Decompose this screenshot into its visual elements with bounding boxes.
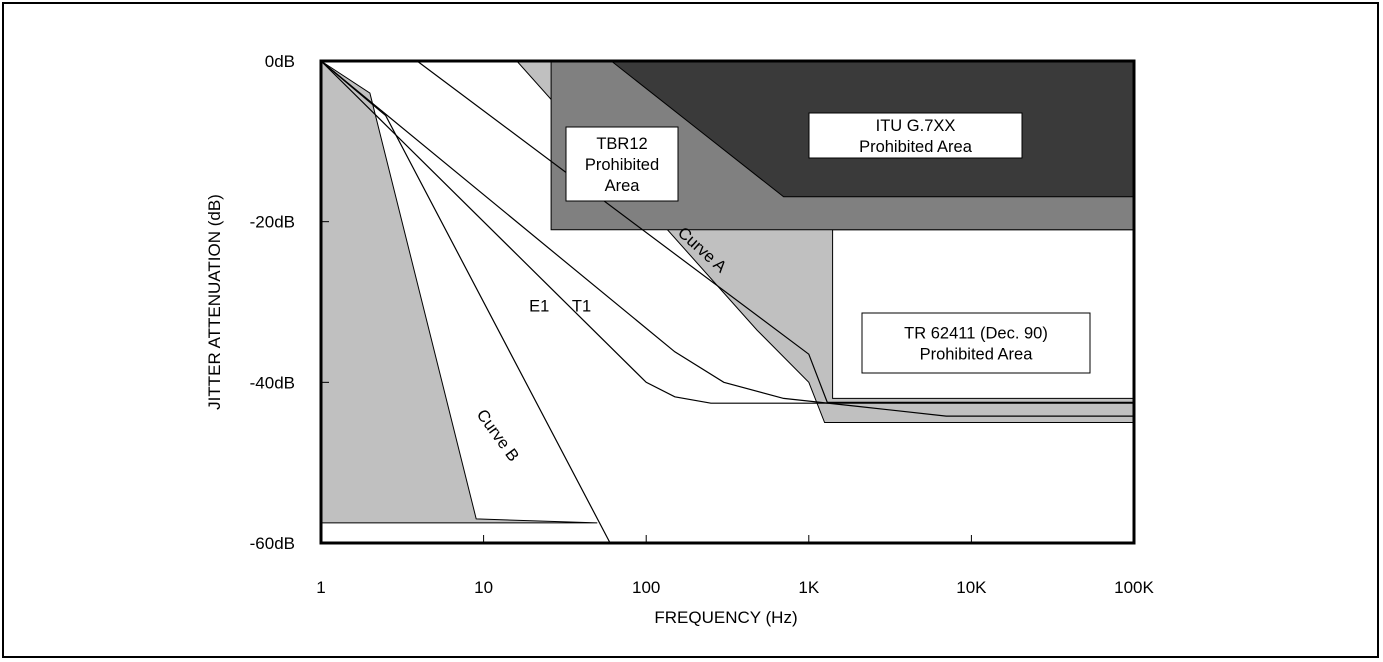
curve-label-t1: T1	[572, 298, 591, 316]
series-line-curve-b	[320, 60, 611, 544]
region-label-line: TBR12	[596, 135, 647, 153]
curve-label-e1: E1	[529, 298, 549, 316]
x-tick-label: 100	[632, 578, 660, 597]
x-tick-label: 10	[474, 578, 493, 597]
y-tick-label: -60dB	[250, 534, 295, 553]
series-line-e1	[320, 60, 1134, 404]
region-labels: TR 62411 (Dec. 90) Prohibited Area TBR12 Pr…	[565, 112, 1091, 374]
curves	[320, 60, 1134, 544]
x-tick-label: 1	[316, 578, 325, 597]
curve-label-curve-b: Curve B	[473, 406, 523, 465]
region-label-line: Area	[605, 177, 641, 195]
x-tick-label: 100K	[1114, 578, 1154, 597]
region-label-line: ITU G.7XX	[876, 117, 956, 135]
x-tick-label: 10K	[956, 578, 987, 597]
y-tick-label: 0dB	[265, 52, 295, 71]
region-label-box: ITU G.7XX Prohibited Area	[808, 112, 1023, 159]
x-axis-title: FREQUENCY (Hz)	[654, 608, 797, 627]
region-label-background	[565, 126, 679, 202]
x-tick-label: 1K	[798, 578, 819, 597]
y-tick-label: -40dB	[250, 373, 295, 392]
x-axis-ticks: 1 10 100 1K 10K 100K	[316, 535, 1155, 597]
plot-area-border	[319, 59, 1136, 545]
series-line-t1	[320, 60, 1134, 417]
region-label-box: TBR12 Prohibited Area	[565, 126, 679, 202]
region-label-background	[808, 112, 1023, 159]
region-label-box: TR 62411 (Dec. 90) Prohibited Area	[861, 312, 1091, 374]
y-tick-label: -20dB	[250, 213, 295, 232]
region-label-line: Prohibited Area	[920, 346, 1034, 364]
region-label-line: Prohibited Area	[859, 138, 973, 156]
series-line-curve-a	[416, 60, 1134, 403]
region-label-background	[861, 312, 1091, 374]
y-axis-ticks: 0dB -20dB -40dB -60dB	[250, 52, 329, 553]
region-label-line: Prohibited	[585, 156, 659, 174]
y-axis-title: JITTER ATTENUATION (dB)	[205, 194, 224, 410]
region-label-line: TR 62411 (Dec. 90)	[904, 325, 1048, 343]
